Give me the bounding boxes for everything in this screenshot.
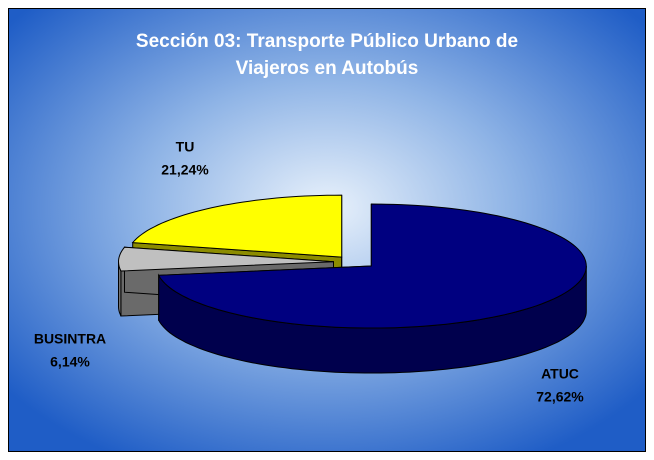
slice-label: TU [176, 139, 195, 155]
value-label: 6,14% [50, 354, 90, 370]
slice-label: ATUC [541, 366, 579, 382]
value-label: 72,62% [536, 389, 584, 405]
chart-title: Sección 03: Transporte Público Urbano de… [135, 31, 519, 79]
slice [157, 203, 587, 329]
slice [131, 194, 343, 258]
value-label: 21,24% [161, 162, 209, 178]
slice [117, 246, 334, 272]
slice-label: BUSINTRA [34, 331, 106, 347]
